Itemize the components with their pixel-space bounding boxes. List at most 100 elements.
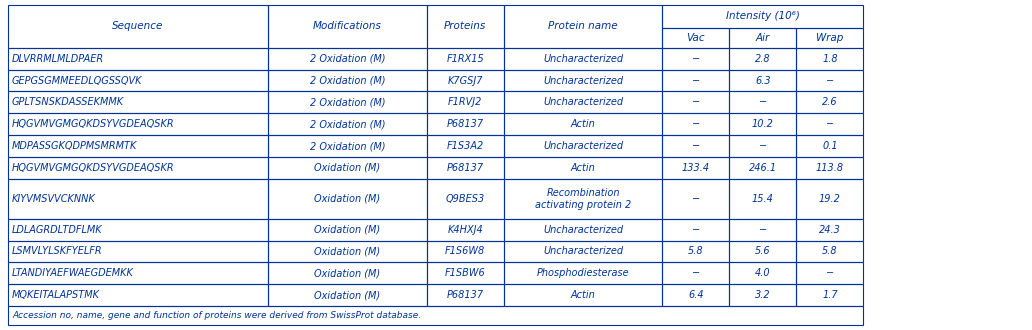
Text: Oxidation (M): Oxidation (M) [315,268,381,278]
Bar [8,157,268,179]
Bar [268,91,426,113]
Bar [426,241,504,262]
Text: −: − [691,268,700,278]
Text: Sequence: Sequence [112,21,164,31]
Text: 2 Oxidation (M): 2 Oxidation (M) [310,54,385,64]
Bar [268,157,426,179]
Bar [8,219,268,241]
Text: Uncharacterized: Uncharacterized [543,76,623,85]
Text: LTANDIYAEFWAEGDEMKK: LTANDIYAEFWAEGDEMKK [12,268,134,278]
Text: −: − [759,97,767,107]
Text: 6.3: 6.3 [755,76,771,85]
Text: Oxidation (M): Oxidation (M) [315,247,381,256]
Bar [663,48,730,70]
Bar [730,262,797,284]
Bar [268,241,426,262]
Text: K7GSJ7: K7GSJ7 [448,76,483,85]
Bar [504,135,663,157]
Text: Phosphodiesterase: Phosphodiesterase [537,268,630,278]
Bar [268,262,426,284]
Bar [8,5,268,48]
Bar [426,219,504,241]
Bar [504,70,663,91]
Text: P68137: P68137 [447,290,484,300]
Bar [8,241,268,262]
Bar [268,113,426,135]
Bar [730,284,797,306]
Bar [797,135,864,157]
Bar [730,219,797,241]
Bar [504,48,663,70]
Bar [797,219,864,241]
Bar [730,157,797,179]
Text: 0.1: 0.1 [823,141,838,151]
Text: −: − [691,76,700,85]
Bar [268,48,426,70]
Bar [426,113,504,135]
Text: 2 Oxidation (M): 2 Oxidation (M) [310,119,385,129]
Bar [504,179,663,219]
Text: MQKEITALAPSTMK: MQKEITALAPSTMK [12,290,100,300]
Bar [663,135,730,157]
Bar [663,91,730,113]
Bar [797,48,864,70]
Text: F1RVJ2: F1RVJ2 [448,97,482,107]
Text: 1.7: 1.7 [823,290,838,300]
Bar [426,135,504,157]
Bar [797,262,864,284]
Bar [8,306,864,325]
Bar [663,262,730,284]
Text: LDLAGRDLTDFLMK: LDLAGRDLTDFLMK [12,225,102,235]
Text: 2 Oxidation (M): 2 Oxidation (M) [310,76,385,85]
Text: Actin: Actin [571,290,595,300]
Bar [730,70,797,91]
Bar [426,91,504,113]
Text: 2 Oxidation (M): 2 Oxidation (M) [310,141,385,151]
Bar [426,5,504,48]
Text: Actin: Actin [571,163,595,173]
Text: F1SBW6: F1SBW6 [445,268,486,278]
Text: HQGVMVGMGQKDSYVGDEAQSKR: HQGVMVGMGQKDSYVGDEAQSKR [12,119,174,129]
Bar [268,5,426,48]
Bar [663,157,730,179]
Text: 2 Oxidation (M): 2 Oxidation (M) [310,97,385,107]
Bar [663,113,730,135]
Bar [663,241,730,262]
Text: Oxidation (M): Oxidation (M) [315,290,381,300]
Bar [504,91,663,113]
Text: 10.2: 10.2 [752,119,774,129]
Bar [8,262,268,284]
Text: F1S6W8: F1S6W8 [445,247,485,256]
Bar [730,179,797,219]
Text: Uncharacterized: Uncharacterized [543,225,623,235]
Bar [797,179,864,219]
Text: −: − [759,225,767,235]
Text: Recombination
activating protein 2: Recombination activating protein 2 [535,188,632,210]
Text: KIYVMSVVCKNNK: KIYVMSVVCKNNK [12,194,96,204]
Bar [8,284,268,306]
Text: 246.1: 246.1 [749,163,777,173]
Bar [504,241,663,262]
Text: DLVRRMLMLDPAER: DLVRRMLMLDPAER [12,54,104,64]
Text: P68137: P68137 [447,163,484,173]
Bar [504,113,663,135]
Text: −: − [691,225,700,235]
Text: GEPGSGMMEEDLQGSSQVK: GEPGSGMMEEDLQGSSQVK [12,76,142,85]
Bar [663,28,730,48]
Text: Wrap: Wrap [816,33,843,43]
Text: 113.8: 113.8 [816,163,844,173]
Text: F1S3A2: F1S3A2 [447,141,484,151]
Text: Accession no, name, gene and function of proteins were derived from SwissProt da: Accession no, name, gene and function of… [12,311,421,320]
Bar [8,113,268,135]
Bar [504,219,663,241]
Text: −: − [691,194,700,204]
Bar [797,157,864,179]
Text: HQGVMVGMGQKDSYVGDEAQSKR: HQGVMVGMGQKDSYVGDEAQSKR [12,163,174,173]
Bar [797,113,864,135]
Text: 24.3: 24.3 [819,225,841,235]
Bar [663,5,864,28]
Text: GPLTSNSKDASSEKMMK: GPLTSNSKDASSEKMMK [12,97,124,107]
Text: Modifications: Modifications [313,21,382,31]
Text: 2.6: 2.6 [823,97,838,107]
Text: 133.4: 133.4 [682,163,710,173]
